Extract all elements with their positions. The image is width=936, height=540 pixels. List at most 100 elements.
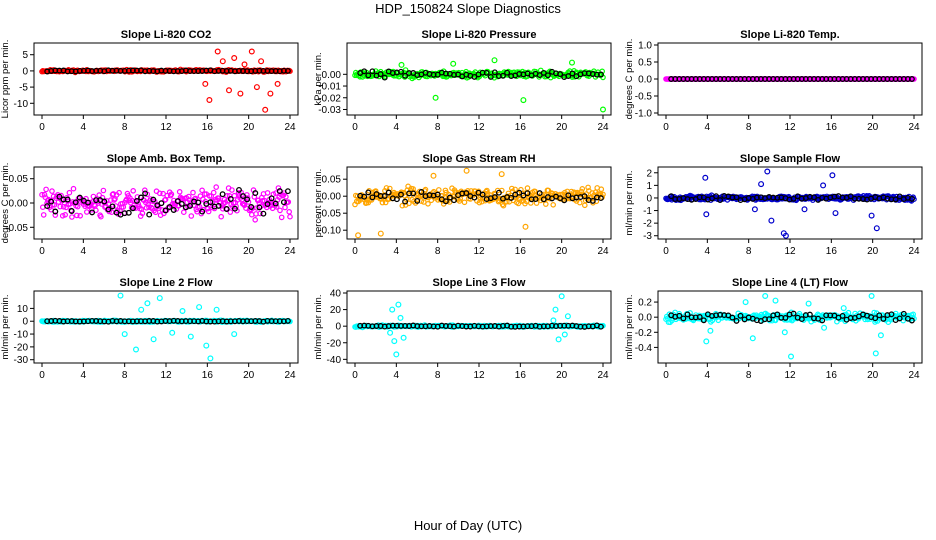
- x-tick-label: 12: [784, 246, 796, 257]
- y-tick-label: -20: [14, 342, 29, 353]
- outlier-point: [262, 106, 269, 113]
- x-tick-label: 20: [556, 370, 568, 381]
- x-tick-label: 4: [81, 122, 87, 133]
- overlay-point: [442, 198, 449, 205]
- outlier-point: [762, 293, 769, 300]
- y-tick-label: 0: [22, 66, 28, 77]
- y-axis-label: percent per min.: [313, 169, 324, 238]
- overlay-point: [900, 310, 907, 317]
- overlay-point: [361, 193, 368, 200]
- outlier-point: [389, 306, 396, 313]
- overlay-point: [872, 315, 879, 322]
- data-point: [257, 210, 263, 217]
- data-point: [192, 195, 199, 202]
- overlay-point: [495, 189, 502, 196]
- outlier-point: [206, 96, 213, 103]
- overlay-point: [187, 202, 193, 209]
- data-point: [57, 203, 64, 210]
- overlay-point: [105, 206, 112, 213]
- outlier-point: [491, 57, 498, 64]
- data-point: [74, 212, 80, 219]
- data-point: [227, 209, 234, 215]
- x-tick-label: 12: [473, 122, 485, 133]
- y-tick-label: -30: [14, 355, 29, 366]
- overlay-point: [908, 195, 915, 202]
- outlier-point: [561, 331, 568, 338]
- data-point: [49, 188, 55, 194]
- data-point: [581, 202, 588, 209]
- data-point: [484, 187, 490, 194]
- outlier-point: [498, 171, 505, 178]
- overlay-point: [89, 209, 96, 216]
- overlay-point: [782, 314, 789, 321]
- data-point: [66, 189, 73, 196]
- y-tick-label: -1.0: [635, 109, 653, 120]
- y-tick-label: 0.0: [638, 313, 652, 324]
- outlier-point: [758, 181, 765, 188]
- overlay-point: [589, 197, 596, 204]
- x-tick-label: 16: [826, 246, 838, 257]
- overlay-point: [129, 205, 136, 212]
- overlay-point: [264, 201, 271, 208]
- y-tick-label: -0.2: [635, 328, 653, 339]
- overlay-point: [888, 311, 895, 318]
- x-tick-label: 4: [705, 122, 711, 133]
- overlay-point: [44, 203, 51, 210]
- x-tick-label: 16: [202, 370, 214, 381]
- overlay-point: [150, 196, 157, 203]
- overlay-point: [284, 188, 291, 195]
- y-tick-label: -0.05: [318, 209, 341, 220]
- overlay-point: [896, 315, 903, 322]
- overlay-point: [847, 193, 854, 200]
- data-point: [152, 209, 159, 216]
- data-point: [399, 202, 406, 209]
- x-tick-label: 4: [705, 370, 711, 381]
- y-axis-label: ml/min per min.: [0, 295, 11, 360]
- x-tick-label: 8: [122, 370, 128, 381]
- overlay-point: [668, 193, 675, 200]
- outlier-point: [821, 324, 828, 331]
- overlay-point: [774, 311, 781, 318]
- overlay-point: [544, 72, 551, 79]
- y-tick-label: -40: [327, 355, 342, 366]
- data-point: [560, 196, 567, 203]
- x-tick-label: 12: [160, 370, 172, 381]
- x-tick-label: 12: [784, 370, 796, 381]
- overlay-point: [276, 188, 283, 195]
- y-tick-label: -2: [643, 219, 652, 230]
- data-point: [229, 187, 235, 193]
- overlay-point: [819, 317, 826, 324]
- panel-line3: Slope Line 3 Flow 0 4 8 12 16 20 24 40 20 0 -20 -40m…: [313, 277, 612, 381]
- data-point: [39, 191, 45, 198]
- data-point: [286, 209, 293, 215]
- y-tick-label: 10: [17, 304, 29, 315]
- overlay-point: [508, 194, 515, 201]
- panel-line4: Slope Line 4 (LT) Flow 0 4 8 12 16 20 24 0.2 0.0 -…: [624, 277, 923, 381]
- panel-title: Slope Line 3 Flow: [433, 277, 526, 289]
- overlay-point: [700, 317, 707, 324]
- x-tick-label: 16: [202, 246, 214, 257]
- outlier-point: [179, 308, 186, 315]
- panel-title: Slope Line 2 Flow: [120, 277, 213, 289]
- x-tick-label: 24: [284, 246, 296, 257]
- x-tick-label: 4: [394, 122, 400, 133]
- overlay-point: [365, 189, 372, 196]
- point-layer: [39, 48, 293, 113]
- overlay-point: [402, 72, 409, 79]
- y-tick-label: -0.01: [318, 82, 341, 93]
- point-layer: [352, 167, 606, 239]
- point-layer: [352, 57, 606, 113]
- x-tick-label: 20: [556, 122, 568, 133]
- outlier-point: [253, 84, 260, 91]
- x-tick-label: 12: [473, 370, 485, 381]
- outlier-point: [702, 174, 709, 181]
- overlay-point: [72, 199, 79, 206]
- x-tick-label: 24: [597, 246, 609, 257]
- y-tick-label: -3: [643, 231, 652, 242]
- overlay-point: [236, 186, 242, 193]
- overlay-point: [260, 210, 267, 217]
- outlier-point: [258, 58, 265, 65]
- data-point: [221, 196, 228, 203]
- x-tick-label: 20: [556, 246, 568, 257]
